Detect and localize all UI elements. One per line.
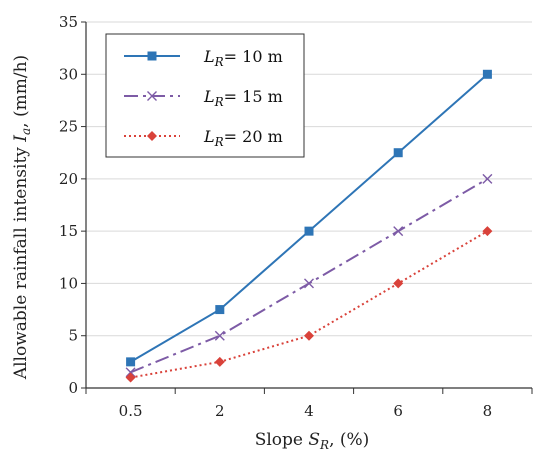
x-tick-label: 6 [393, 402, 403, 420]
y-tick-label: 35 [59, 13, 78, 31]
series-line [130, 177, 488, 374]
legend-label: LR= 10 m [203, 47, 283, 69]
data-point [304, 278, 314, 289]
legend-marker [147, 91, 157, 101]
x-tick-labels: 0.5 2 4 6 8 [119, 402, 493, 420]
data-point [393, 226, 404, 237]
legend: LR= 10 m LR= 15 m LR= 20 m [105, 33, 305, 158]
legend-label: LR= 15 m [203, 87, 283, 109]
legend-item: LR= 15 m [124, 87, 283, 109]
y-tick-labels: 0 5 10 15 20 25 30 35 [59, 13, 78, 397]
series [125, 69, 493, 383]
y-tick-label: 20 [59, 170, 78, 188]
data-point [215, 305, 225, 315]
data-point [482, 226, 493, 237]
legend-marker [147, 131, 157, 141]
legend-label: LR= 20 m [203, 127, 283, 149]
data-point [214, 356, 225, 367]
legend-item: LR= 20 m [124, 127, 283, 149]
data-point [125, 372, 136, 383]
data-point [393, 278, 404, 289]
y-tick-label: 5 [68, 327, 78, 345]
y-tick-label: 30 [59, 65, 78, 83]
data-point [126, 357, 136, 367]
data-point [125, 367, 136, 378]
x-tick-label: 8 [483, 402, 493, 420]
legend-items: LR= 10 m LR= 15 m LR= 20 m [124, 47, 283, 149]
data-point [482, 69, 492, 79]
data-point [304, 226, 314, 236]
x-tick-label: 0.5 [119, 402, 143, 420]
data-point [393, 148, 403, 158]
y-tick-label: 10 [59, 274, 78, 292]
x-tick-label: 4 [304, 402, 314, 420]
y-axis-label: Allowable rainfall intensity Ia, (mm/h) [11, 55, 33, 380]
series-2 [125, 173, 493, 378]
x-axis-label: Slope SR, (%) [255, 430, 370, 452]
series-1 [126, 69, 492, 367]
y-tick-label: 0 [68, 379, 78, 397]
series-line [130, 230, 488, 379]
x-tick-label: 2 [215, 402, 225, 420]
data-point [482, 173, 493, 184]
legend-item: LR= 10 m [124, 47, 283, 69]
data-point [214, 330, 225, 341]
y-tick-label: 15 [59, 222, 78, 240]
legend-marker [147, 51, 157, 61]
data-point [304, 330, 314, 341]
y-tick-label: 25 [59, 118, 78, 136]
series-3 [125, 226, 493, 383]
axes [85, 22, 533, 394]
